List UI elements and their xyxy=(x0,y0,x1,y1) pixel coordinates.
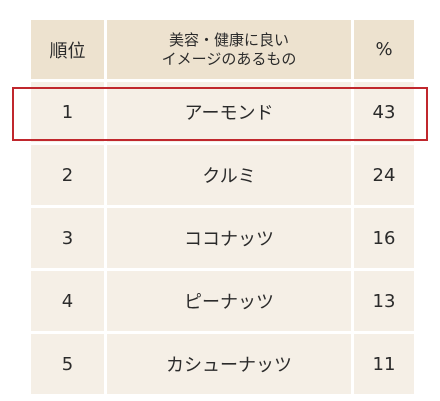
header-item-line1: 美容・健康に良い xyxy=(168,30,289,49)
percent-cell: 24 xyxy=(354,145,414,205)
item-cell: カシューナッツ xyxy=(107,334,351,394)
item-cell: ピーナッツ xyxy=(107,271,351,331)
highlight-box xyxy=(12,87,428,141)
rank-cell: 4 xyxy=(31,271,104,331)
header-percent: % xyxy=(354,20,414,79)
item-cell: クルミ xyxy=(107,145,351,205)
table-header: 順位 美容・健康に良い イメージのあるもの % xyxy=(31,20,414,79)
header-item-line2: イメージのあるもの xyxy=(161,49,297,68)
percent-cell: 11 xyxy=(354,334,414,394)
table-row: 3 ココナッツ 16 xyxy=(31,208,414,268)
percent-cell: 16 xyxy=(354,208,414,268)
rank-cell: 1 xyxy=(31,82,104,142)
item-cell: アーモンド xyxy=(107,82,351,142)
rank-cell: 5 xyxy=(31,334,104,394)
rank-cell: 3 xyxy=(31,208,104,268)
percent-cell: 43 xyxy=(354,82,414,142)
table-row: 1 アーモンド 43 xyxy=(31,82,414,142)
table-row: 2 クルミ 24 xyxy=(31,145,414,205)
item-cell: ココナッツ xyxy=(107,208,351,268)
ranking-table: 順位 美容・健康に良い イメージのあるもの % 1 アーモンド 43 2 クルミ… xyxy=(31,20,414,397)
percent-cell: 13 xyxy=(354,271,414,331)
header-item: 美容・健康に良い イメージのあるもの xyxy=(107,20,351,79)
rank-cell: 2 xyxy=(31,145,104,205)
header-rank: 順位 xyxy=(31,20,104,79)
table-row: 5 カシューナッツ 11 xyxy=(31,334,414,394)
table-row: 4 ピーナッツ 13 xyxy=(31,271,414,331)
